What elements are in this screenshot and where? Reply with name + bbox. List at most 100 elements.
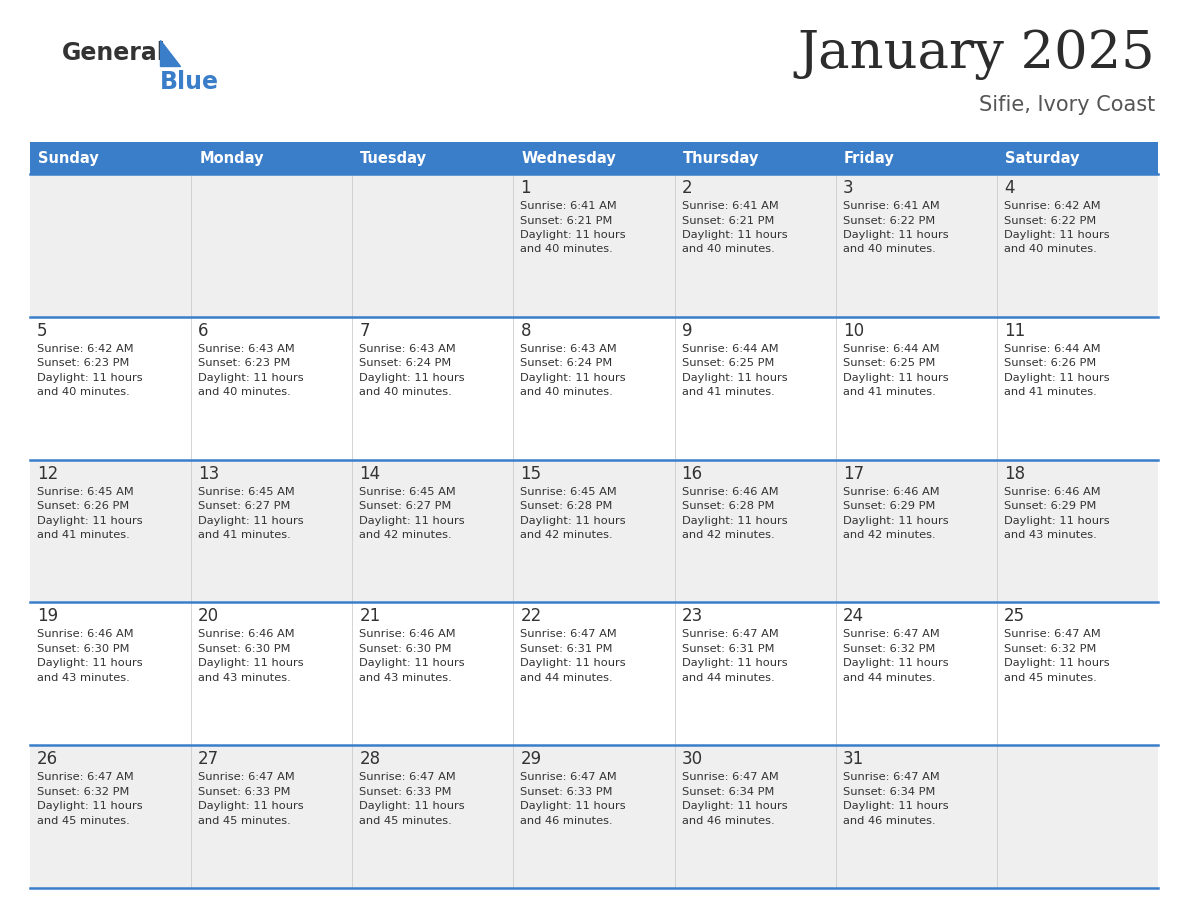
Text: Sunset: 6:21 PM: Sunset: 6:21 PM [682, 216, 773, 226]
Text: 17: 17 [842, 465, 864, 483]
Text: and 41 minutes.: and 41 minutes. [37, 530, 129, 540]
Text: 1: 1 [520, 179, 531, 197]
Text: Sunset: 6:26 PM: Sunset: 6:26 PM [1004, 358, 1097, 368]
Text: 31: 31 [842, 750, 864, 768]
Text: Daylight: 11 hours: Daylight: 11 hours [520, 373, 626, 383]
Bar [353, 174, 513, 317]
Text: Sunrise: 6:46 AM: Sunrise: 6:46 AM [198, 630, 295, 640]
Text: Sunset: 6:29 PM: Sunset: 6:29 PM [842, 501, 935, 511]
Text: Sunset: 6:34 PM: Sunset: 6:34 PM [682, 787, 773, 797]
Text: Sunset: 6:28 PM: Sunset: 6:28 PM [520, 501, 613, 511]
Text: Daylight: 11 hours: Daylight: 11 hours [1004, 230, 1110, 240]
Text: and 41 minutes.: and 41 minutes. [1004, 387, 1097, 397]
Text: January 2025: January 2025 [797, 29, 1155, 81]
Text: Sunset: 6:29 PM: Sunset: 6:29 PM [1004, 501, 1097, 511]
Text: and 46 minutes.: and 46 minutes. [682, 816, 775, 825]
Text: and 40 minutes.: and 40 minutes. [1004, 244, 1097, 254]
Text: 7: 7 [359, 322, 369, 340]
Text: Daylight: 11 hours: Daylight: 11 hours [520, 801, 626, 812]
Bar [353, 602, 513, 745]
Bar [30, 602, 191, 745]
Text: 24: 24 [842, 608, 864, 625]
Text: and 45 minutes.: and 45 minutes. [37, 816, 129, 825]
Bar [30, 142, 191, 174]
Text: Tuesday: Tuesday [360, 151, 428, 166]
Text: Sunrise: 6:47 AM: Sunrise: 6:47 AM [359, 772, 456, 782]
Text: 11: 11 [1004, 322, 1025, 340]
Text: Sunset: 6:30 PM: Sunset: 6:30 PM [37, 644, 129, 654]
Text: Sunset: 6:25 PM: Sunset: 6:25 PM [842, 358, 935, 368]
Text: and 41 minutes.: and 41 minutes. [842, 387, 935, 397]
Text: and 42 minutes.: and 42 minutes. [682, 530, 775, 540]
Bar [675, 174, 835, 317]
Text: Sunrise: 6:41 AM: Sunrise: 6:41 AM [682, 201, 778, 211]
Bar [835, 174, 997, 317]
Text: 12: 12 [37, 465, 58, 483]
Text: Daylight: 11 hours: Daylight: 11 hours [359, 658, 465, 668]
Text: Sunrise: 6:47 AM: Sunrise: 6:47 AM [37, 772, 134, 782]
Text: and 43 minutes.: and 43 minutes. [359, 673, 453, 683]
Text: and 40 minutes.: and 40 minutes. [520, 387, 613, 397]
Text: Daylight: 11 hours: Daylight: 11 hours [1004, 516, 1110, 526]
Text: Sunrise: 6:45 AM: Sunrise: 6:45 AM [37, 487, 134, 497]
Text: and 43 minutes.: and 43 minutes. [1004, 530, 1097, 540]
Bar [675, 460, 835, 602]
Text: Sunset: 6:23 PM: Sunset: 6:23 PM [37, 358, 129, 368]
Text: Monday: Monday [200, 151, 264, 166]
Text: Daylight: 11 hours: Daylight: 11 hours [37, 801, 143, 812]
Text: 30: 30 [682, 750, 702, 768]
Text: and 44 minutes.: and 44 minutes. [682, 673, 775, 683]
Text: Daylight: 11 hours: Daylight: 11 hours [37, 516, 143, 526]
Text: 29: 29 [520, 750, 542, 768]
Text: Daylight: 11 hours: Daylight: 11 hours [520, 658, 626, 668]
Text: Sunset: 6:24 PM: Sunset: 6:24 PM [520, 358, 613, 368]
Text: and 43 minutes.: and 43 minutes. [198, 673, 291, 683]
Text: 19: 19 [37, 608, 58, 625]
Bar [30, 317, 191, 460]
Text: and 44 minutes.: and 44 minutes. [520, 673, 613, 683]
Bar [191, 460, 353, 602]
Text: 16: 16 [682, 465, 702, 483]
Text: 3: 3 [842, 179, 853, 197]
Text: and 42 minutes.: and 42 minutes. [520, 530, 613, 540]
Text: Sifie, Ivory Coast: Sifie, Ivory Coast [979, 95, 1155, 115]
Bar [835, 142, 997, 174]
Text: Sunset: 6:21 PM: Sunset: 6:21 PM [520, 216, 613, 226]
Text: Sunrise: 6:43 AM: Sunrise: 6:43 AM [198, 344, 295, 353]
Text: and 42 minutes.: and 42 minutes. [842, 530, 935, 540]
Text: and 42 minutes.: and 42 minutes. [359, 530, 451, 540]
Text: Sunrise: 6:44 AM: Sunrise: 6:44 AM [1004, 344, 1100, 353]
Text: and 43 minutes.: and 43 minutes. [37, 673, 129, 683]
Text: Sunrise: 6:41 AM: Sunrise: 6:41 AM [520, 201, 618, 211]
Bar [191, 174, 353, 317]
Text: Sunset: 6:30 PM: Sunset: 6:30 PM [198, 644, 291, 654]
Bar [513, 745, 675, 888]
Text: Daylight: 11 hours: Daylight: 11 hours [842, 801, 948, 812]
Text: Sunrise: 6:46 AM: Sunrise: 6:46 AM [37, 630, 133, 640]
Text: Daylight: 11 hours: Daylight: 11 hours [520, 230, 626, 240]
Text: Sunrise: 6:42 AM: Sunrise: 6:42 AM [1004, 201, 1100, 211]
Text: Daylight: 11 hours: Daylight: 11 hours [1004, 658, 1110, 668]
Text: Daylight: 11 hours: Daylight: 11 hours [1004, 373, 1110, 383]
Text: Sunset: 6:32 PM: Sunset: 6:32 PM [842, 644, 935, 654]
Text: Sunrise: 6:46 AM: Sunrise: 6:46 AM [1004, 487, 1100, 497]
Text: Sunrise: 6:46 AM: Sunrise: 6:46 AM [682, 487, 778, 497]
Text: 4: 4 [1004, 179, 1015, 197]
Text: 8: 8 [520, 322, 531, 340]
Text: Sunset: 6:32 PM: Sunset: 6:32 PM [1004, 644, 1097, 654]
Text: Sunset: 6:22 PM: Sunset: 6:22 PM [1004, 216, 1097, 226]
Bar [835, 602, 997, 745]
Text: and 40 minutes.: and 40 minutes. [682, 244, 775, 254]
Text: Daylight: 11 hours: Daylight: 11 hours [198, 516, 304, 526]
Text: Daylight: 11 hours: Daylight: 11 hours [842, 516, 948, 526]
Text: Daylight: 11 hours: Daylight: 11 hours [842, 658, 948, 668]
Text: and 46 minutes.: and 46 minutes. [842, 816, 935, 825]
Text: Friday: Friday [843, 151, 895, 166]
Text: Sunset: 6:23 PM: Sunset: 6:23 PM [198, 358, 291, 368]
Text: Sunrise: 6:47 AM: Sunrise: 6:47 AM [842, 630, 940, 640]
Text: Sunrise: 6:43 AM: Sunrise: 6:43 AM [359, 344, 456, 353]
Bar [513, 602, 675, 745]
Bar [353, 460, 513, 602]
Text: 2: 2 [682, 179, 693, 197]
Bar [997, 317, 1158, 460]
